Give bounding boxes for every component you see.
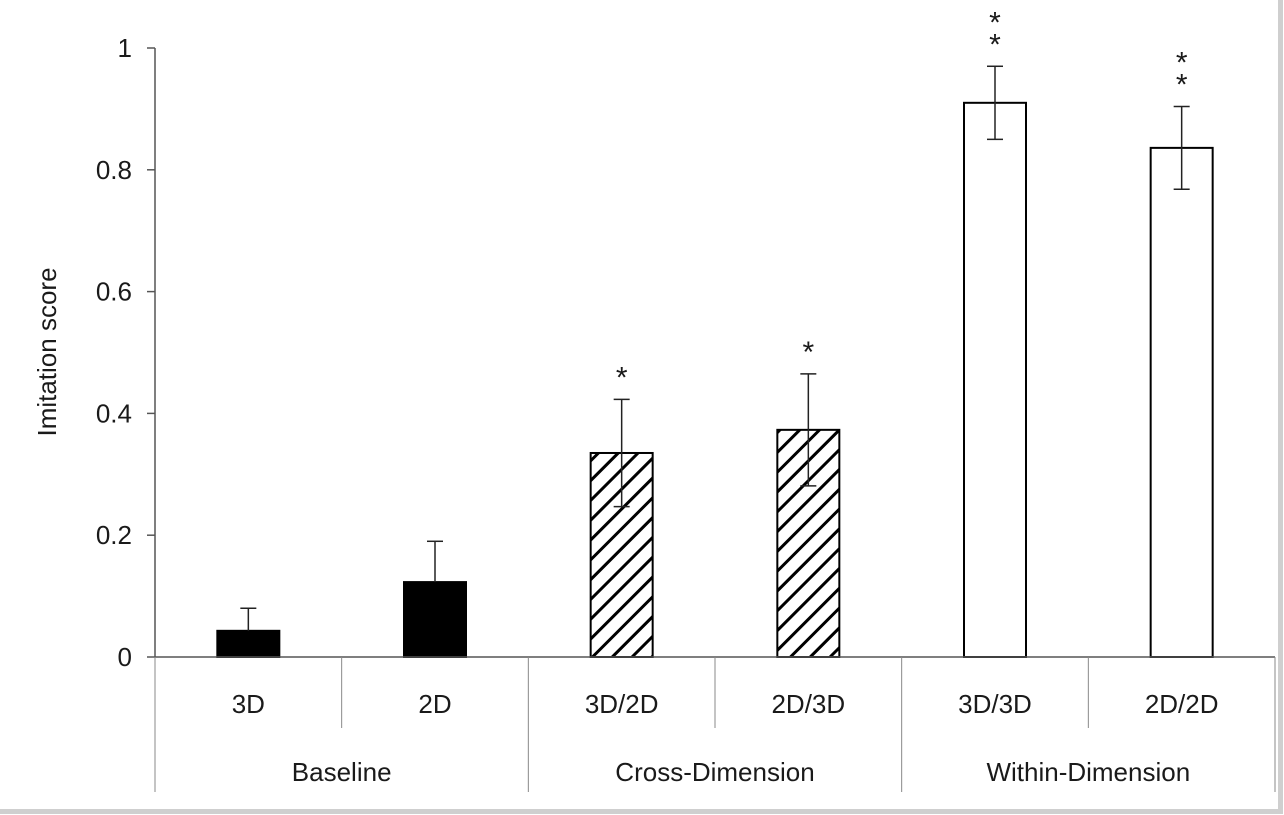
category-label-2D: 2D [418,689,451,719]
significance-marker: * [1176,46,1188,79]
significance-marker: * [989,6,1001,39]
group-label: Cross-Dimension [615,757,814,787]
y-tick-label: 0.4 [96,398,132,428]
significance-marker: * [616,361,628,394]
bar-2D/2D [1149,146,1214,658]
y-axis-label: Imitation score [32,267,62,436]
group-label: Baseline [292,757,392,787]
y-axis: 0 0.2 0.4 0.6 0.8 1 [96,33,156,672]
group-label: Within-Dimension [986,757,1190,787]
bar-3D/3D [963,101,1027,658]
category-label-2D/2D: 2D/2D [1145,689,1219,719]
significance-marker: * [1176,68,1188,101]
bar-2D [403,581,467,659]
y-tick-label: 0 [118,642,132,672]
y-tick-label: 1 [118,33,132,63]
significance-marker: * [989,28,1001,61]
category-label-3D/2D: 3D/2D [585,689,659,719]
y-tick-label: 0.6 [96,277,132,307]
y-tick-label: 0.8 [96,155,132,185]
category-label-3D: 3D [232,689,265,719]
category-label-3D/3D: 3D/3D [958,689,1032,719]
bar-3D [216,629,281,658]
y-tick-label: 0.2 [96,520,132,550]
bars: ****** [216,6,1214,659]
x-axis: 3D 2D 3D/2D 2D/3D 3D/3D 2D/2D Baseline Cross-Di… [154,656,1276,792]
significance-marker: * [802,336,814,369]
category-label-2D/3D: 2D/3D [771,689,845,719]
